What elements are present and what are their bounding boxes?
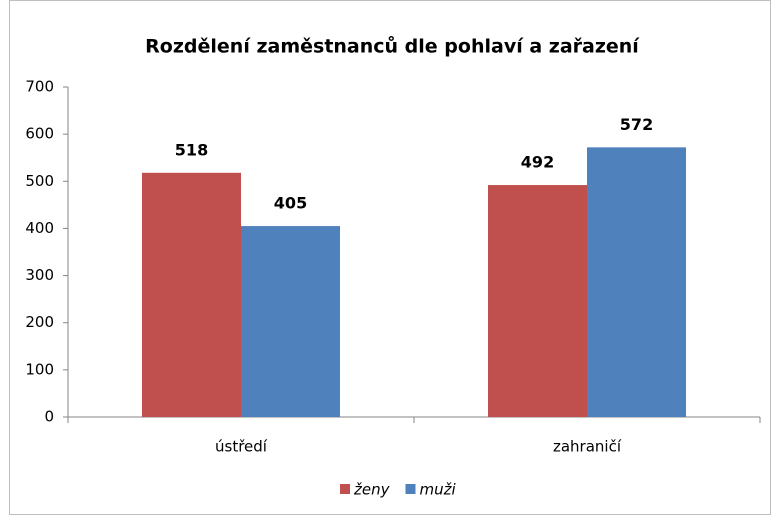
y-tick-label: 700	[25, 78, 54, 96]
y-tick-label: 400	[25, 219, 54, 237]
y-tick-label: 0	[44, 408, 54, 426]
legend-swatch	[340, 484, 350, 494]
chart-title: Rozdělení zaměstnanců dle pohlaví a zařa…	[145, 35, 640, 58]
legend-swatch	[405, 484, 416, 494]
bar	[587, 147, 686, 418]
y-tick-label: 100	[25, 360, 54, 378]
y-tick-label: 200	[25, 313, 54, 331]
data-label: 405	[274, 194, 307, 213]
bar	[241, 226, 340, 417]
bar	[142, 172, 241, 417]
y-tick-label: 300	[25, 266, 54, 284]
data-label: 518	[175, 140, 208, 159]
y-tick-label: 600	[25, 125, 54, 143]
x-tick-label: ústředí	[215, 438, 268, 456]
data-label: 572	[620, 115, 653, 134]
legend-label: ženy	[353, 481, 391, 499]
data-label: 492	[521, 153, 554, 172]
legend-label: muži	[420, 481, 457, 499]
x-tick-label: zahraničí	[553, 438, 622, 456]
bar	[488, 185, 587, 417]
y-tick-label: 500	[25, 172, 54, 190]
